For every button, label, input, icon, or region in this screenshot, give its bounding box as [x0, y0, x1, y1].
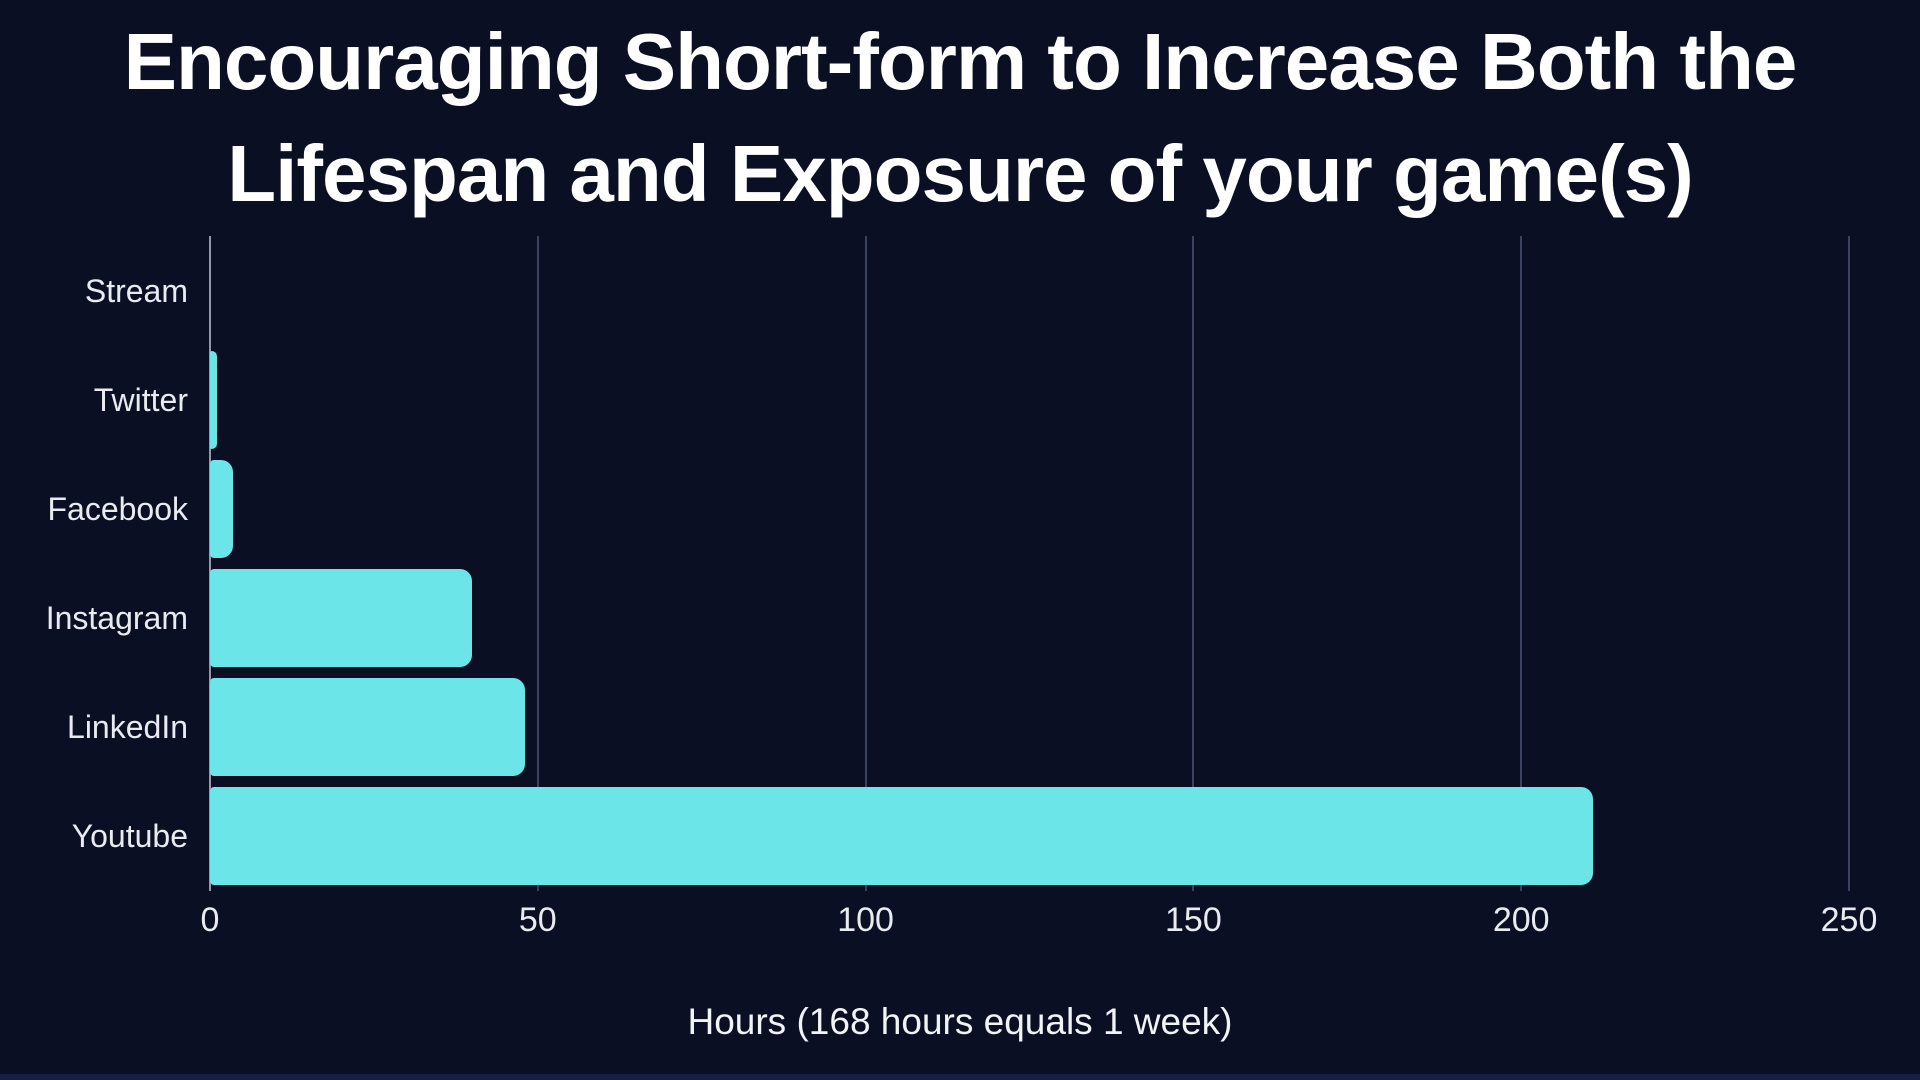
category-label-stream: Stream	[84, 272, 188, 309]
chart-title-line-2: Lifespan and Exposure of your game(s)	[227, 129, 1694, 218]
bottom-edge-strip	[0, 1074, 1920, 1080]
category-label-instagram: Instagram	[45, 600, 188, 637]
gridline-250	[1848, 236, 1850, 891]
gridline-200	[1520, 236, 1523, 891]
tick-label-200: 200	[1492, 901, 1550, 939]
bar-linkedin	[210, 678, 525, 777]
tick-label-250: 250	[1820, 901, 1878, 939]
tick-label-50: 50	[518, 901, 557, 939]
bar-twitter	[210, 350, 217, 449]
tick-label-0: 0	[200, 901, 220, 939]
category-label-youtube: Youtube	[71, 818, 188, 855]
bar-youtube	[210, 787, 1594, 886]
tick-label-150: 150	[1165, 901, 1222, 939]
chart-title: Encouraging Short-form to Increase Both …	[0, 6, 1920, 230]
category-label-facebook: Facebook	[47, 490, 188, 527]
chart-title-line-1: Encouraging Short-form to Increase Both …	[123, 17, 1798, 106]
bar-instagram	[210, 569, 473, 668]
category-label-twitter: Twitter	[93, 381, 188, 418]
y-axis-line	[209, 236, 211, 891]
tick-label-100: 100	[837, 901, 894, 939]
bar-facebook	[210, 459, 233, 558]
gridline-50	[536, 236, 539, 891]
category-label-linkedin: LinkedIn	[67, 709, 188, 746]
plot-area	[210, 236, 1880, 891]
x-axis-title: Hours (168 hours equals 1 week)	[687, 1001, 1233, 1042]
gridline-150	[1192, 236, 1195, 891]
gridline-100	[864, 236, 867, 891]
